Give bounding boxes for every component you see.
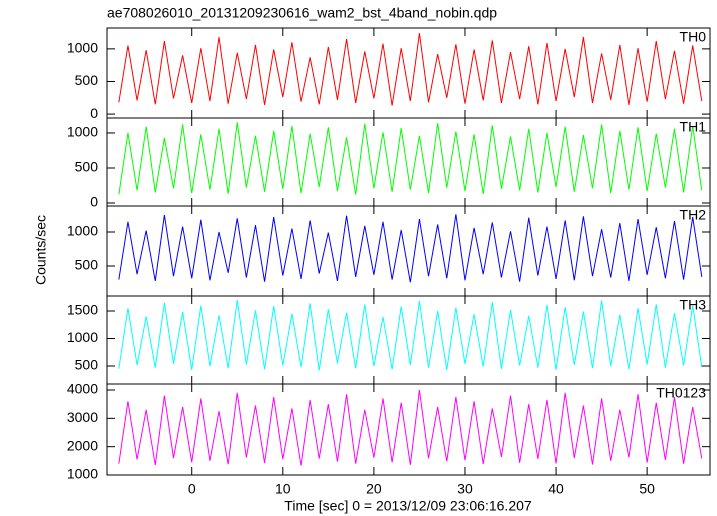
y-tick-label: 0 [90,105,98,121]
y-tick-label: 500 [75,257,99,273]
panel-label: TH3 [680,297,707,313]
y-tick-label: 500 [75,72,99,88]
panel-label: TH0123 [656,385,706,401]
panel-label: TH0 [680,29,707,45]
panel-label: TH1 [680,119,707,135]
y-tick-label: 4000 [67,381,98,397]
data-line [118,214,703,283]
panel-frame [106,295,711,385]
data-line [118,122,703,195]
panel-label: TH2 [680,207,707,223]
y-axis-label: Counts/sec [33,215,49,285]
y-tick-label: 1000 [67,40,98,56]
y-tick-label: 3000 [67,409,98,425]
y-tick-label: 1000 [67,124,98,140]
y-tick-label: 0 [90,194,98,210]
panel-frame [106,205,711,297]
panel-frame [106,383,711,476]
y-tick-label: 2000 [67,437,98,453]
y-tick-label: 1000 [67,466,98,482]
x-tick-label: 0 [188,481,196,497]
panel-frame [106,27,711,119]
x-tick-label: 10 [275,481,291,497]
y-tick-label: 500 [75,357,99,373]
x-axis-label: Time [sec] 0 = 2013/12/09 23:06:16.207 [284,498,532,514]
y-tick-label: 1500 [67,302,98,318]
x-tick-label: 50 [639,481,655,497]
chart-title: ae708026010_20131209230616_wam2_bst_4ban… [107,5,497,21]
x-tick-label: 40 [548,481,564,497]
y-tick-label: 1000 [67,329,98,345]
y-tick-label: 1000 [67,223,98,239]
data-line [118,389,703,466]
data-line [118,299,703,371]
x-tick-label: 30 [457,481,473,497]
x-tick-label: 20 [366,481,382,497]
y-tick-label: 500 [75,159,99,175]
data-line [118,33,703,106]
